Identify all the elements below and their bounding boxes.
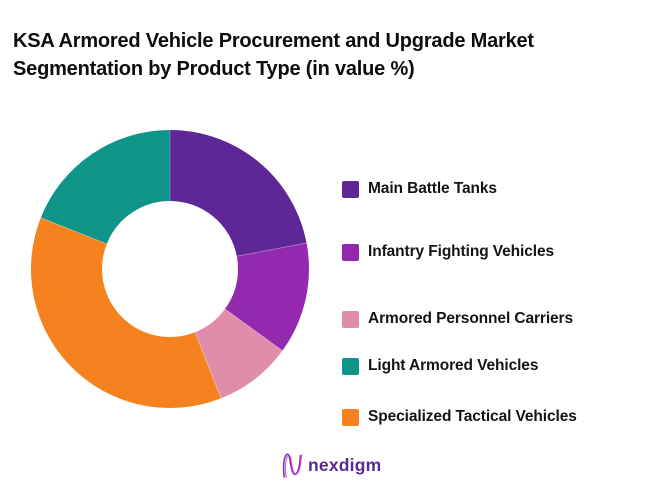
donut-segment-specialized-tactical-vehicles[interactable]: [31, 130, 309, 408]
legend-item-light-armored-vehicles[interactable]: Light Armored Vehicles: [342, 356, 538, 376]
chart-title-line2: Segmentation by Product Type (in value %…: [13, 58, 415, 80]
donut-chart: [31, 130, 309, 408]
legend-item-infantry-fighting-vehicles[interactable]: Infantry Fighting Vehicles: [342, 242, 554, 262]
legend-label: Infantry Fighting Vehicles: [368, 243, 555, 260]
legend-swatch: [342, 357, 359, 375]
donut-segment-light-armored-vehicles[interactable]: [31, 130, 309, 408]
legend-swatch: [342, 180, 359, 198]
donut-segment-infantry-fighting-vehicles[interactable]: [31, 130, 309, 408]
chart-title-line1: KSA Armored Vehicle Procurement and Upgr…: [13, 30, 534, 52]
nexdigm-logo-text: nexdigm: [308, 455, 382, 475]
nexdigm-logo-icon: [282, 453, 302, 479]
legend-item-specialized-tactical-vehicles[interactable]: Specialized Tactical Vehicles: [342, 407, 577, 427]
segment-separator: [194, 332, 222, 399]
legend-item-armored-personnel-carriers[interactable]: Armored Personnel Carriers: [342, 309, 573, 329]
legend-item-main-battle-tanks[interactable]: Main Battle Tanks: [342, 179, 497, 199]
legend-label: Main Battle Tanks: [368, 180, 497, 197]
segment-separator: [236, 242, 307, 257]
segment-separator: [40, 217, 107, 245]
legend-label: Light Armored Vehicles: [368, 357, 539, 374]
chart-title: KSA Armored Vehicle Procurement and Upgr…: [13, 27, 534, 83]
legend-swatch: [342, 310, 359, 328]
segment-separator: [224, 308, 283, 352]
legend-label: Armored Personnel Carriers: [368, 310, 574, 327]
nexdigm-logo: nexdigm: [281, 451, 381, 480]
legend-swatch: [342, 243, 359, 261]
legend-swatch: [342, 408, 359, 426]
legend-label: Specialized Tactical Vehicles: [368, 408, 577, 425]
